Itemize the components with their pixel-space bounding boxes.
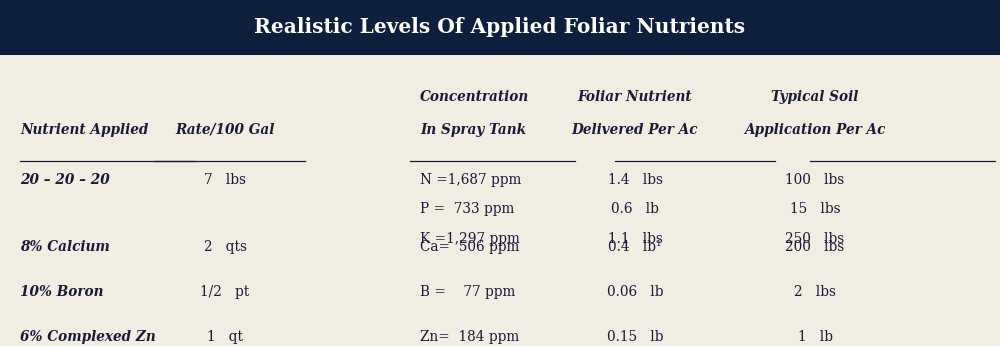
Text: 100   lbs: 100 lbs [785,173,845,187]
Text: 0.4   lb¹: 0.4 lb¹ [608,240,662,254]
Text: 1   lb: 1 lb [798,330,832,344]
Text: 7   lbs: 7 lbs [204,173,246,187]
Text: Ca=  506 ppm: Ca= 506 ppm [420,240,519,254]
Text: 1   qt: 1 qt [207,330,243,344]
Text: 6% Complexed Zn: 6% Complexed Zn [20,330,156,344]
Text: Delivered Per Ac: Delivered Per Ac [572,123,698,137]
Text: 0.6   lb: 0.6 lb [611,202,659,216]
Text: 2   qts: 2 qts [204,240,246,254]
Text: N =1,687 ppm: N =1,687 ppm [420,173,521,187]
Text: Application Per Ac: Application Per Ac [744,123,886,137]
Text: Zn=  184 ppm: Zn= 184 ppm [420,330,519,344]
Text: 15   lbs: 15 lbs [790,202,840,216]
Text: 0.06   lb: 0.06 lb [607,285,663,299]
Text: Nutrient Applied: Nutrient Applied [20,123,148,137]
Text: In Spray Tank: In Spray Tank [420,123,526,137]
Text: Realistic Levels Of Applied Foliar Nutrients: Realistic Levels Of Applied Foliar Nutri… [254,17,746,37]
Text: 20 – 20 – 20: 20 – 20 – 20 [20,173,110,187]
Text: 1.4   lbs: 1.4 lbs [608,173,662,187]
Text: Concentration: Concentration [420,90,529,104]
Text: 200   lbs: 200 lbs [785,240,845,254]
Text: 250   lbs: 250 lbs [785,232,845,246]
Text: Foliar Nutrient: Foliar Nutrient [578,90,692,104]
Text: 1.1   lbs: 1.1 lbs [608,232,662,246]
Text: 10% Boron: 10% Boron [20,285,104,299]
Text: 0.15   lb: 0.15 lb [607,330,663,344]
Text: Rate/100 Gal: Rate/100 Gal [175,123,275,137]
Text: 1/2   pt: 1/2 pt [200,285,250,299]
Text: 8% Calcium: 8% Calcium [20,240,110,254]
Text: P =  733 ppm: P = 733 ppm [420,202,514,216]
FancyBboxPatch shape [0,0,1000,55]
Text: B =    77 ppm: B = 77 ppm [420,285,515,299]
Text: Typical Soil: Typical Soil [771,90,859,104]
Text: K =1,297 ppm: K =1,297 ppm [420,232,520,246]
Text: 2   lbs: 2 lbs [794,285,836,299]
